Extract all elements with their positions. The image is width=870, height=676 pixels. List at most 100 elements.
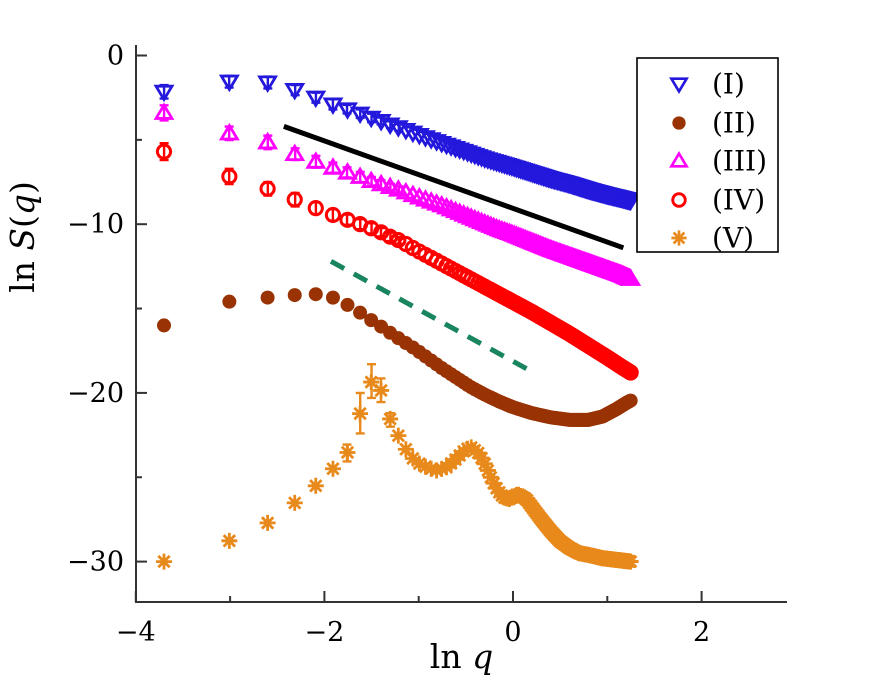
circle-open-marker	[382, 228, 399, 245]
legend-label: (III)	[712, 145, 767, 178]
x-tick-label: 2	[693, 617, 710, 648]
legend-entry-V: (V)	[671, 222, 754, 255]
asterisk-marker	[259, 514, 276, 531]
circle-open-marker	[671, 192, 687, 208]
guide-line-power-law-slope-2	[283, 124, 625, 251]
circle-filled-marker	[260, 290, 275, 305]
triangle-up-marker	[449, 202, 471, 220]
triangle-up-marker	[426, 193, 448, 211]
asterisk-marker	[417, 458, 434, 475]
circle-filled-marker	[623, 393, 638, 408]
circle-open-marker	[307, 200, 324, 217]
triangle-up-marker	[445, 200, 466, 219]
circle-filled-marker	[325, 290, 340, 305]
circle-filled-marker	[308, 287, 323, 302]
legend-entry-II: (II)	[672, 107, 756, 140]
x-tick-label: −2	[304, 617, 344, 648]
circle-open-marker	[324, 206, 342, 224]
y-tick-label: −30	[67, 547, 124, 578]
triangle-up-marker	[379, 176, 401, 195]
legend-label: (V)	[712, 222, 754, 255]
circle-filled-marker	[353, 305, 368, 320]
triangle-up-marker	[431, 194, 453, 213]
asterisk-marker	[390, 427, 407, 444]
triangle-down-marker	[305, 90, 327, 109]
triangle-up-marker	[337, 162, 358, 180]
y-tick-label: −10	[67, 209, 124, 240]
triangle-up-marker	[620, 268, 642, 286]
asterisk-marker	[476, 455, 493, 472]
x-tick-label: −4	[116, 617, 156, 648]
circle-open-marker	[221, 168, 238, 185]
circle-filled-marker	[157, 318, 172, 333]
asterisk-marker	[482, 469, 499, 486]
series-IV	[155, 142, 639, 381]
legend-entry-I: (I)	[669, 68, 745, 101]
triangle-down-marker	[337, 102, 358, 120]
asterisk-marker	[622, 553, 639, 570]
asterisk-marker	[479, 462, 496, 479]
asterisk-marker	[404, 450, 421, 467]
triangle-up-marker	[305, 151, 327, 169]
asterisk-marker	[397, 441, 414, 458]
circle-filled-marker	[287, 288, 302, 303]
legend-label: (I)	[712, 68, 745, 101]
y-tick-label: −20	[67, 378, 124, 409]
circle-open-marker	[155, 143, 173, 160]
asterisk-marker	[156, 553, 172, 570]
series-I	[153, 74, 642, 212]
asterisk-marker	[423, 460, 440, 477]
triangle-down-marker	[395, 122, 417, 141]
circle-open-marker	[259, 180, 276, 197]
asterisk-marker	[433, 460, 450, 477]
circle-open-marker	[286, 191, 303, 208]
y-axis-label: ln S(q)	[3, 181, 42, 293]
circle-filled-marker	[672, 116, 686, 130]
triangle-up-marker	[669, 150, 689, 168]
triangle-up-marker	[257, 131, 279, 150]
triangle-up-marker	[218, 122, 240, 141]
asterisk-marker	[221, 532, 238, 549]
asterisk-marker	[373, 382, 390, 399]
asterisk-marker	[286, 494, 303, 511]
triangle-up-marker	[436, 196, 457, 215]
circle-open-marker	[373, 224, 390, 241]
asterisk-marker	[324, 460, 341, 477]
triangle-up-marker	[153, 102, 175, 120]
series-V	[156, 363, 639, 570]
triangle-up-marker	[440, 198, 462, 217]
triangle-up-marker	[322, 157, 344, 175]
asterisk-marker	[339, 444, 356, 461]
triangle-down-marker	[218, 74, 240, 93]
triangle-up-marker	[360, 170, 382, 189]
triangle-up-marker	[349, 166, 371, 184]
asterisk-marker	[382, 410, 399, 427]
legend-entry-III: (III)	[669, 145, 767, 178]
legend-label: (IV)	[712, 184, 765, 217]
y-tick-label: 0	[107, 41, 124, 72]
x-axis-label: ln q	[430, 637, 493, 676]
x-tick-label: 0	[504, 617, 521, 648]
triangle-up-marker	[284, 143, 306, 161]
legend-label: (II)	[712, 107, 756, 140]
legend-box	[636, 57, 779, 253]
asterisk-marker	[428, 462, 445, 479]
triangle-up-marker	[370, 173, 392, 192]
triangle-down-marker	[387, 120, 409, 138]
triangle-down-marker	[669, 77, 689, 95]
asterisk-marker	[352, 405, 369, 422]
asterisk-marker	[363, 374, 380, 391]
series-II	[157, 287, 638, 427]
triangle-down-marker	[257, 75, 279, 94]
triangle-down-marker	[402, 125, 424, 144]
asterisk-marker	[485, 475, 502, 492]
circle-filled-marker	[364, 313, 379, 328]
series-III	[153, 102, 642, 286]
triangle-down-marker	[284, 82, 306, 101]
guide-line-power-law-slope-3	[329, 259, 535, 375]
legend: (I) (II) (III) (IV) (V)	[636, 57, 779, 255]
asterisk-marker	[671, 230, 687, 246]
